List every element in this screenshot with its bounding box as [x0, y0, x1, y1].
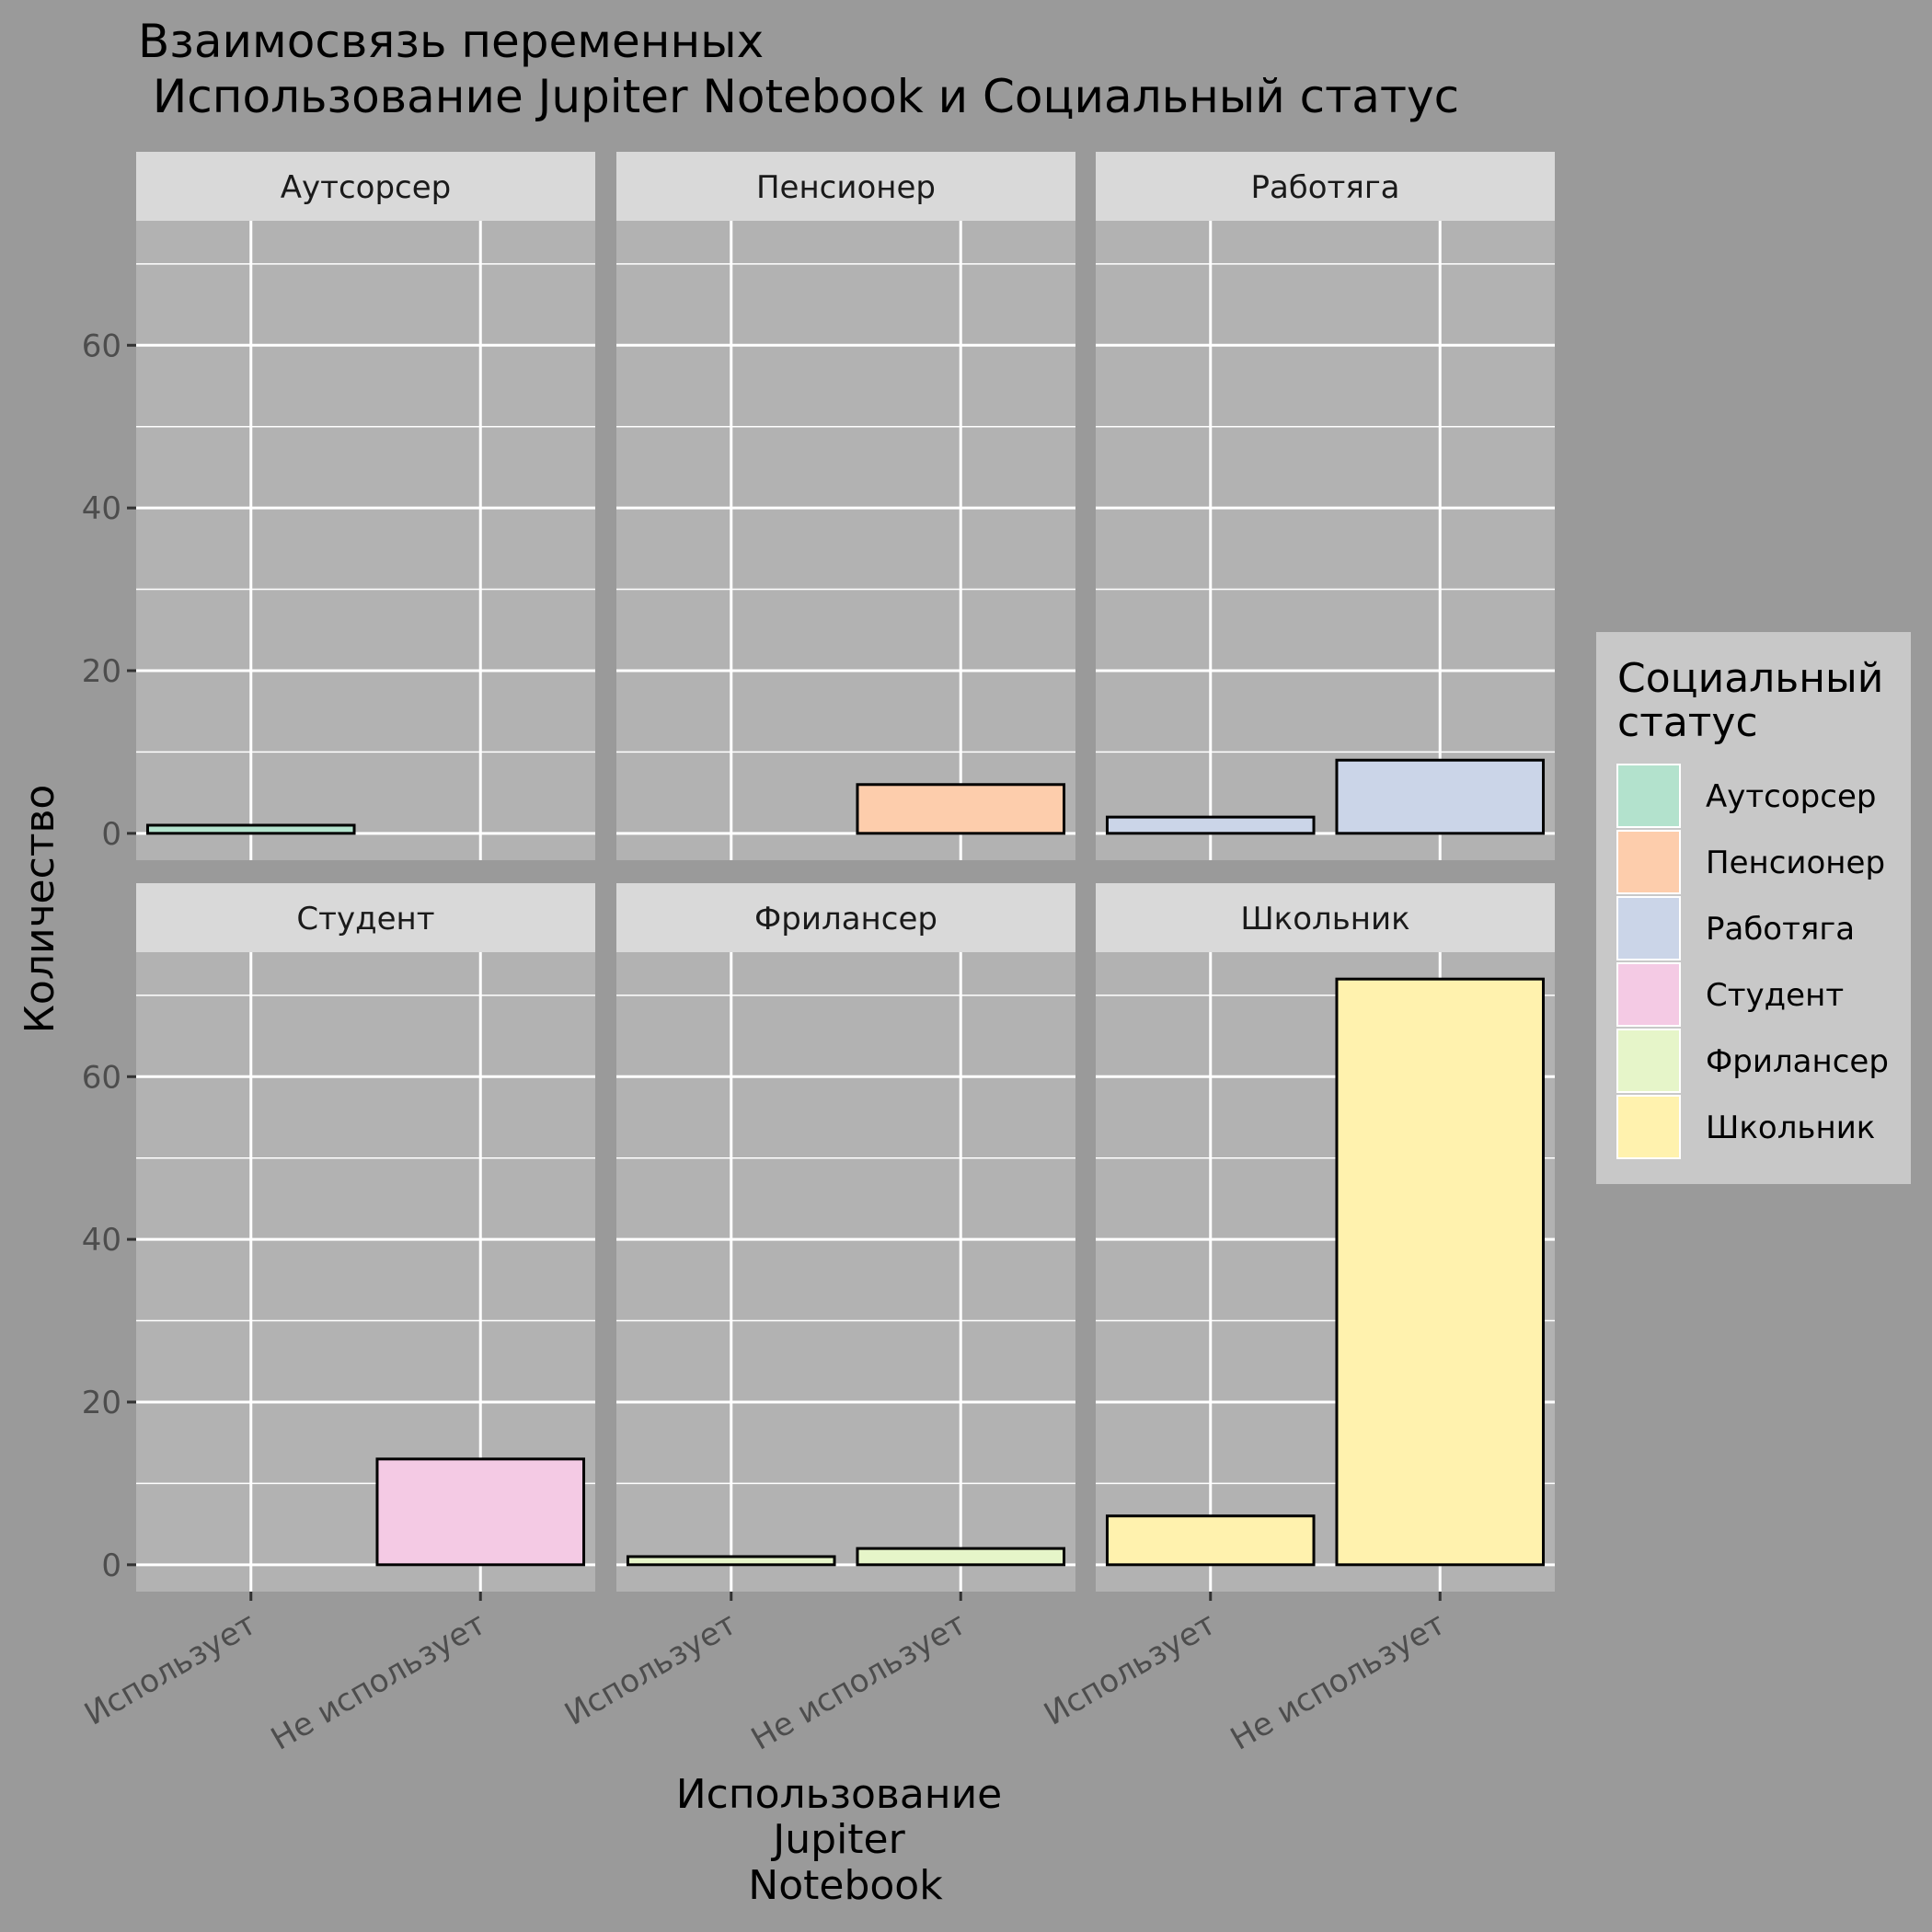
bar	[1105, 815, 1316, 835]
facet-strip	[616, 883, 1075, 952]
bar	[1335, 758, 1546, 835]
bar	[856, 783, 1066, 835]
facet-strip	[1096, 883, 1555, 952]
facet-strip-label: Студент	[296, 901, 434, 937]
bar	[1105, 1514, 1316, 1567]
chart-title: Взаимосвязь переменных Использование Jup…	[138, 15, 1459, 123]
facet-panels: Аутсорсер Пенсионер Работяга Студент Фриланс…	[136, 152, 1555, 1592]
y-tick-label: 0	[101, 1547, 121, 1584]
panel-background	[136, 221, 595, 860]
y-tick-label: 0	[101, 816, 121, 853]
x-axis-title-line-3: Notebook	[748, 1862, 943, 1909]
y-tick-label: 20	[82, 653, 121, 690]
legend-item: Школьник	[1616, 1095, 1875, 1159]
y-axis-title: Количество	[17, 785, 63, 1034]
panel-background	[616, 221, 1075, 860]
legend-label: Пенсионер	[1706, 845, 1885, 881]
bar	[626, 1555, 836, 1567]
legend-key	[1616, 830, 1681, 894]
bar	[1335, 977, 1546, 1567]
facet-panel: Пенсионер	[616, 152, 1075, 860]
legend-label: Аутсорсер	[1706, 778, 1876, 815]
facet-panel: Аутсорсер	[136, 152, 595, 860]
y-tick-label: 20	[82, 1385, 121, 1421]
bar	[145, 823, 356, 835]
facet-strip	[1096, 152, 1555, 221]
legend-item: Фрилансер	[1616, 1029, 1889, 1093]
facet-strip	[616, 152, 1075, 221]
x-axis-title-line-1: Использование	[676, 1771, 1003, 1818]
legend-label: Фрилансер	[1706, 1043, 1889, 1080]
legend-title-line-2: статус	[1617, 699, 1758, 746]
facet-strip-label: Школьник	[1240, 901, 1409, 937]
y-tick-label: 60	[82, 1059, 121, 1096]
legend: Социальный статус Аутсорсер Пенсионер Рабо…	[1596, 632, 1911, 1184]
legend-key	[1616, 764, 1681, 828]
x-axis-title: Использование Jupiter Notebook	[676, 1771, 1016, 1909]
legend-key	[1616, 896, 1681, 960]
legend-key	[1616, 962, 1681, 1027]
y-tick-label: 40	[82, 490, 121, 527]
facet-strip	[136, 152, 595, 221]
facet-strip	[136, 883, 595, 952]
legend-item: Аутсорсер	[1616, 764, 1876, 828]
legend-label: Работяга	[1706, 911, 1855, 948]
x-axis-title-line-2: Jupiter	[770, 1816, 905, 1863]
legend-item: Работяга	[1616, 896, 1855, 960]
facet-strip-label: Работяга	[1250, 169, 1399, 206]
legend-key	[1616, 1029, 1681, 1093]
y-tick-label: 60	[82, 328, 121, 364]
legend-item: Студент	[1616, 962, 1844, 1027]
facet-panel: Студент	[136, 883, 595, 1592]
chart-title-line-2: Использование Jupiter Notebook и Социаль…	[138, 70, 1459, 123]
y-axes: 0 20 40 60 0 20 40 60	[82, 328, 136, 1584]
facet-strip-label: Пенсионер	[756, 169, 936, 206]
bar	[856, 1547, 1066, 1567]
legend-label: Студент	[1706, 977, 1844, 1014]
legend-items: Аутсорсер Пенсионер Работяга Студент Фриланс…	[1616, 764, 1889, 1159]
panel-background	[616, 952, 1075, 1592]
chart-title-line-1: Взаимосвязь переменных	[138, 15, 764, 68]
legend-item: Пенсионер	[1616, 830, 1885, 894]
legend-title-line-1: Социальный	[1617, 655, 1883, 702]
y-tick-label: 40	[82, 1222, 121, 1259]
panel-background	[1096, 221, 1555, 860]
facet-panel: Фрилансер	[616, 883, 1075, 1592]
bar	[375, 1457, 586, 1567]
facet-strip-label: Фрилансер	[754, 901, 937, 937]
facet-strip-label: Аутсорсер	[281, 169, 451, 206]
legend-title: Социальный статус	[1617, 655, 1896, 746]
legend-key	[1616, 1095, 1681, 1159]
facet-panel: Школьник	[1096, 883, 1555, 1592]
facet-panel: Работяга	[1096, 152, 1555, 860]
legend-label: Школьник	[1706, 1110, 1875, 1146]
